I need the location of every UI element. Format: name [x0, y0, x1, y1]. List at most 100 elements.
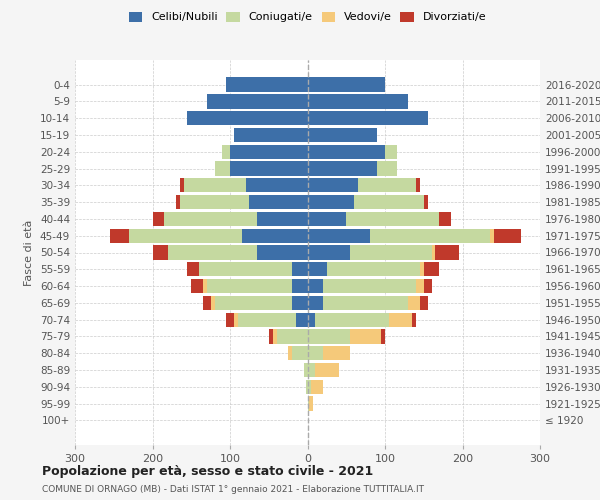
Bar	[179, 178, 184, 192]
Bar	[327, 262, 420, 276]
Bar	[420, 262, 424, 276]
Bar	[230, 162, 308, 175]
Bar	[277, 330, 308, 344]
Bar	[306, 380, 308, 394]
Bar	[152, 246, 168, 260]
Bar	[311, 380, 323, 394]
Bar	[245, 178, 308, 192]
Bar	[226, 78, 308, 92]
Bar	[346, 212, 439, 226]
Bar	[323, 296, 408, 310]
Bar	[370, 228, 490, 243]
Bar	[272, 330, 277, 344]
Bar	[431, 246, 436, 260]
Bar	[389, 312, 412, 327]
Bar	[308, 346, 323, 360]
Text: Popolazione per età, sesso e stato civile - 2021: Popolazione per età, sesso e stato civil…	[42, 465, 373, 478]
Bar	[288, 346, 292, 360]
Bar	[234, 312, 238, 327]
Bar	[211, 296, 215, 310]
Bar	[203, 296, 211, 310]
Bar	[187, 111, 308, 126]
Bar	[129, 228, 242, 243]
Bar	[238, 312, 296, 327]
Bar	[424, 279, 431, 293]
Bar	[424, 195, 428, 210]
Bar	[304, 363, 308, 377]
Bar	[164, 212, 257, 226]
Bar	[257, 212, 308, 226]
Bar	[308, 279, 323, 293]
Bar	[381, 330, 385, 344]
Bar	[207, 94, 308, 108]
Bar	[308, 162, 377, 175]
Bar	[292, 262, 308, 276]
Bar	[493, 228, 521, 243]
Bar	[110, 228, 129, 243]
Bar	[315, 312, 389, 327]
Bar	[215, 296, 292, 310]
Bar	[168, 246, 257, 260]
Bar	[230, 144, 308, 159]
Bar	[308, 312, 315, 327]
Bar	[292, 346, 308, 360]
Bar	[308, 296, 323, 310]
Bar	[385, 144, 397, 159]
Bar	[187, 262, 199, 276]
Bar	[424, 262, 439, 276]
Bar	[308, 380, 311, 394]
Bar	[490, 228, 493, 243]
Bar	[408, 296, 420, 310]
Bar	[292, 296, 308, 310]
Bar	[226, 312, 234, 327]
Bar	[308, 212, 346, 226]
Bar	[323, 279, 416, 293]
Bar	[234, 128, 308, 142]
Bar	[176, 195, 179, 210]
Bar	[439, 212, 451, 226]
Bar	[308, 94, 408, 108]
Bar	[350, 246, 431, 260]
Bar	[222, 144, 230, 159]
Bar	[416, 178, 420, 192]
Bar	[358, 178, 416, 192]
Bar	[203, 279, 207, 293]
Bar	[323, 346, 350, 360]
Bar	[242, 228, 308, 243]
Legend: Celibi/Nubili, Coniugati/e, Vedovi/e, Divorziati/e: Celibi/Nubili, Coniugati/e, Vedovi/e, Di…	[128, 12, 487, 22]
Text: COMUNE DI ORNAGO (MB) - Dati ISTAT 1° gennaio 2021 - Elaborazione TUTTITALIA.IT: COMUNE DI ORNAGO (MB) - Dati ISTAT 1° ge…	[42, 485, 424, 494]
Bar	[207, 279, 292, 293]
Bar	[308, 195, 354, 210]
Bar	[308, 178, 358, 192]
Bar	[215, 162, 230, 175]
Bar	[308, 144, 385, 159]
Bar	[292, 279, 308, 293]
Bar	[354, 195, 424, 210]
Bar	[377, 162, 397, 175]
Bar	[308, 78, 385, 92]
Bar	[296, 312, 308, 327]
Bar	[308, 228, 370, 243]
Bar	[308, 363, 315, 377]
Bar	[436, 246, 458, 260]
Bar	[184, 178, 245, 192]
Bar	[152, 212, 164, 226]
Bar	[308, 396, 309, 410]
Bar	[250, 195, 308, 210]
Bar	[199, 262, 292, 276]
Bar	[416, 279, 424, 293]
Bar	[308, 111, 428, 126]
Bar	[179, 195, 250, 210]
Bar	[308, 330, 350, 344]
Bar	[412, 312, 416, 327]
Bar	[308, 246, 350, 260]
Bar	[350, 330, 381, 344]
Bar	[308, 262, 327, 276]
Bar	[420, 296, 428, 310]
Bar	[315, 363, 338, 377]
Bar	[269, 330, 272, 344]
Bar	[257, 246, 308, 260]
Bar	[309, 396, 313, 410]
Bar	[191, 279, 203, 293]
Bar	[308, 128, 377, 142]
